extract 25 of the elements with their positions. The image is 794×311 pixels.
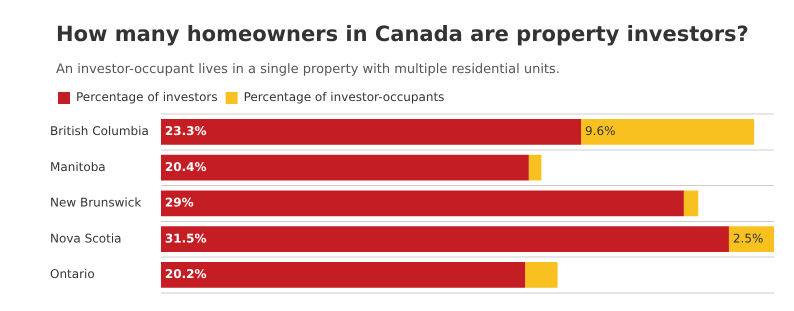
bar: [160, 190, 684, 216]
data-label: 2.5%: [732, 231, 764, 246]
data-label: 20.2%: [164, 267, 207, 282]
legend-label: Percentage of investors: [76, 90, 218, 104]
bar: [160, 262, 526, 288]
bar: [528, 154, 542, 181]
y-tick-label: British Columbia: [50, 124, 149, 138]
chart-subtitle: An investor-occupant lives in a single property with multiple residential units.: [56, 62, 560, 77]
data-label: 23.3%: [164, 124, 207, 138]
bar: [581, 119, 754, 145]
bar: [160, 154, 529, 181]
data-label: 29%: [164, 196, 194, 210]
y-tick-label: Manitoba: [50, 160, 106, 174]
bar: [160, 226, 729, 252]
chart-title: How many homeowners in Canada are property investors?: [56, 22, 749, 46]
bar: [525, 262, 558, 288]
y-tick-label: Nova Scotia: [50, 231, 122, 246]
y-tick-label: Ontario: [50, 267, 95, 282]
data-label: 9.6%: [585, 124, 616, 138]
bar: [684, 190, 698, 216]
bar: [160, 119, 582, 145]
data-label: 31.5%: [164, 231, 207, 246]
data-label: 20.4%: [164, 160, 207, 174]
legend-label: Percentage of investor-occupants: [244, 90, 444, 104]
y-tick-label: New Brunswick: [50, 196, 142, 210]
